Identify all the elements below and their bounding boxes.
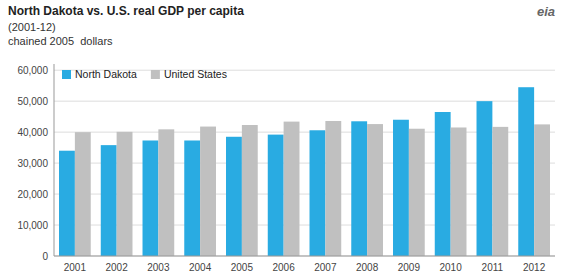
bar	[351, 121, 367, 256]
bar	[143, 140, 159, 256]
y-tick-label: 0	[42, 251, 48, 262]
bar	[451, 127, 467, 256]
x-tick-label: 2009	[398, 262, 421, 273]
legend: North Dakota United States	[62, 68, 227, 80]
y-tick-label: 60,000	[17, 65, 48, 76]
bars	[59, 87, 550, 256]
bar	[226, 137, 242, 256]
bar	[325, 121, 341, 256]
x-tick-label: 2008	[356, 262, 379, 273]
y-tick-label: 20,000	[17, 189, 48, 200]
grid-line	[54, 256, 555, 257]
x-tick-label: 2012	[523, 262, 546, 273]
y-tick-label: 50,000	[17, 96, 48, 107]
x-tick-label: 2011	[482, 262, 504, 273]
x-tick-label: 2004	[189, 262, 212, 273]
bar	[184, 140, 200, 256]
bar	[268, 135, 284, 256]
bar	[367, 124, 383, 256]
legend-label: United States	[164, 68, 227, 80]
bar	[518, 87, 534, 256]
chart-container: North Dakota vs. U.S. real GDP per capit…	[0, 0, 567, 280]
subtitle: (2001-12)	[8, 21, 56, 33]
bar	[59, 151, 75, 256]
legend-label: North Dakota	[75, 68, 137, 80]
bar	[534, 124, 550, 256]
bar	[393, 120, 409, 256]
bar	[435, 112, 451, 256]
grid	[54, 70, 555, 256]
bar	[492, 127, 508, 256]
y-tick-label: 40,000	[17, 127, 48, 138]
x-tick-label: 2006	[273, 262, 296, 273]
chart-svg: North Dakota vs. U.S. real GDP per capit…	[0, 0, 567, 280]
y-tick-label: 30,000	[17, 158, 48, 169]
x-tick-label: 2002	[106, 262, 129, 273]
annotation: eia	[537, 4, 555, 19]
legend-swatch	[151, 70, 160, 79]
bar	[158, 129, 174, 256]
x-tick-label: 2003	[147, 262, 170, 273]
bar	[242, 125, 258, 256]
x-tick-label: 2010	[440, 262, 463, 273]
bar	[310, 130, 326, 256]
x-tick-label: 2001	[64, 262, 87, 273]
bar	[101, 145, 117, 256]
legend-swatch	[62, 70, 71, 79]
y-tick-label: 10,000	[17, 220, 48, 231]
bar	[75, 132, 91, 256]
x-tick-label: 2007	[314, 262, 337, 273]
y-axis-line	[54, 64, 55, 256]
bar	[117, 132, 133, 256]
bar	[409, 129, 425, 256]
subtitle: chained 2005 dollars	[8, 35, 113, 47]
bar	[200, 127, 216, 256]
bar	[477, 101, 493, 256]
x-tick-label: 2005	[231, 262, 254, 273]
x-axis-line	[54, 256, 555, 257]
bar	[284, 122, 300, 256]
title: North Dakota vs. U.S. real GDP per capit…	[8, 4, 244, 18]
